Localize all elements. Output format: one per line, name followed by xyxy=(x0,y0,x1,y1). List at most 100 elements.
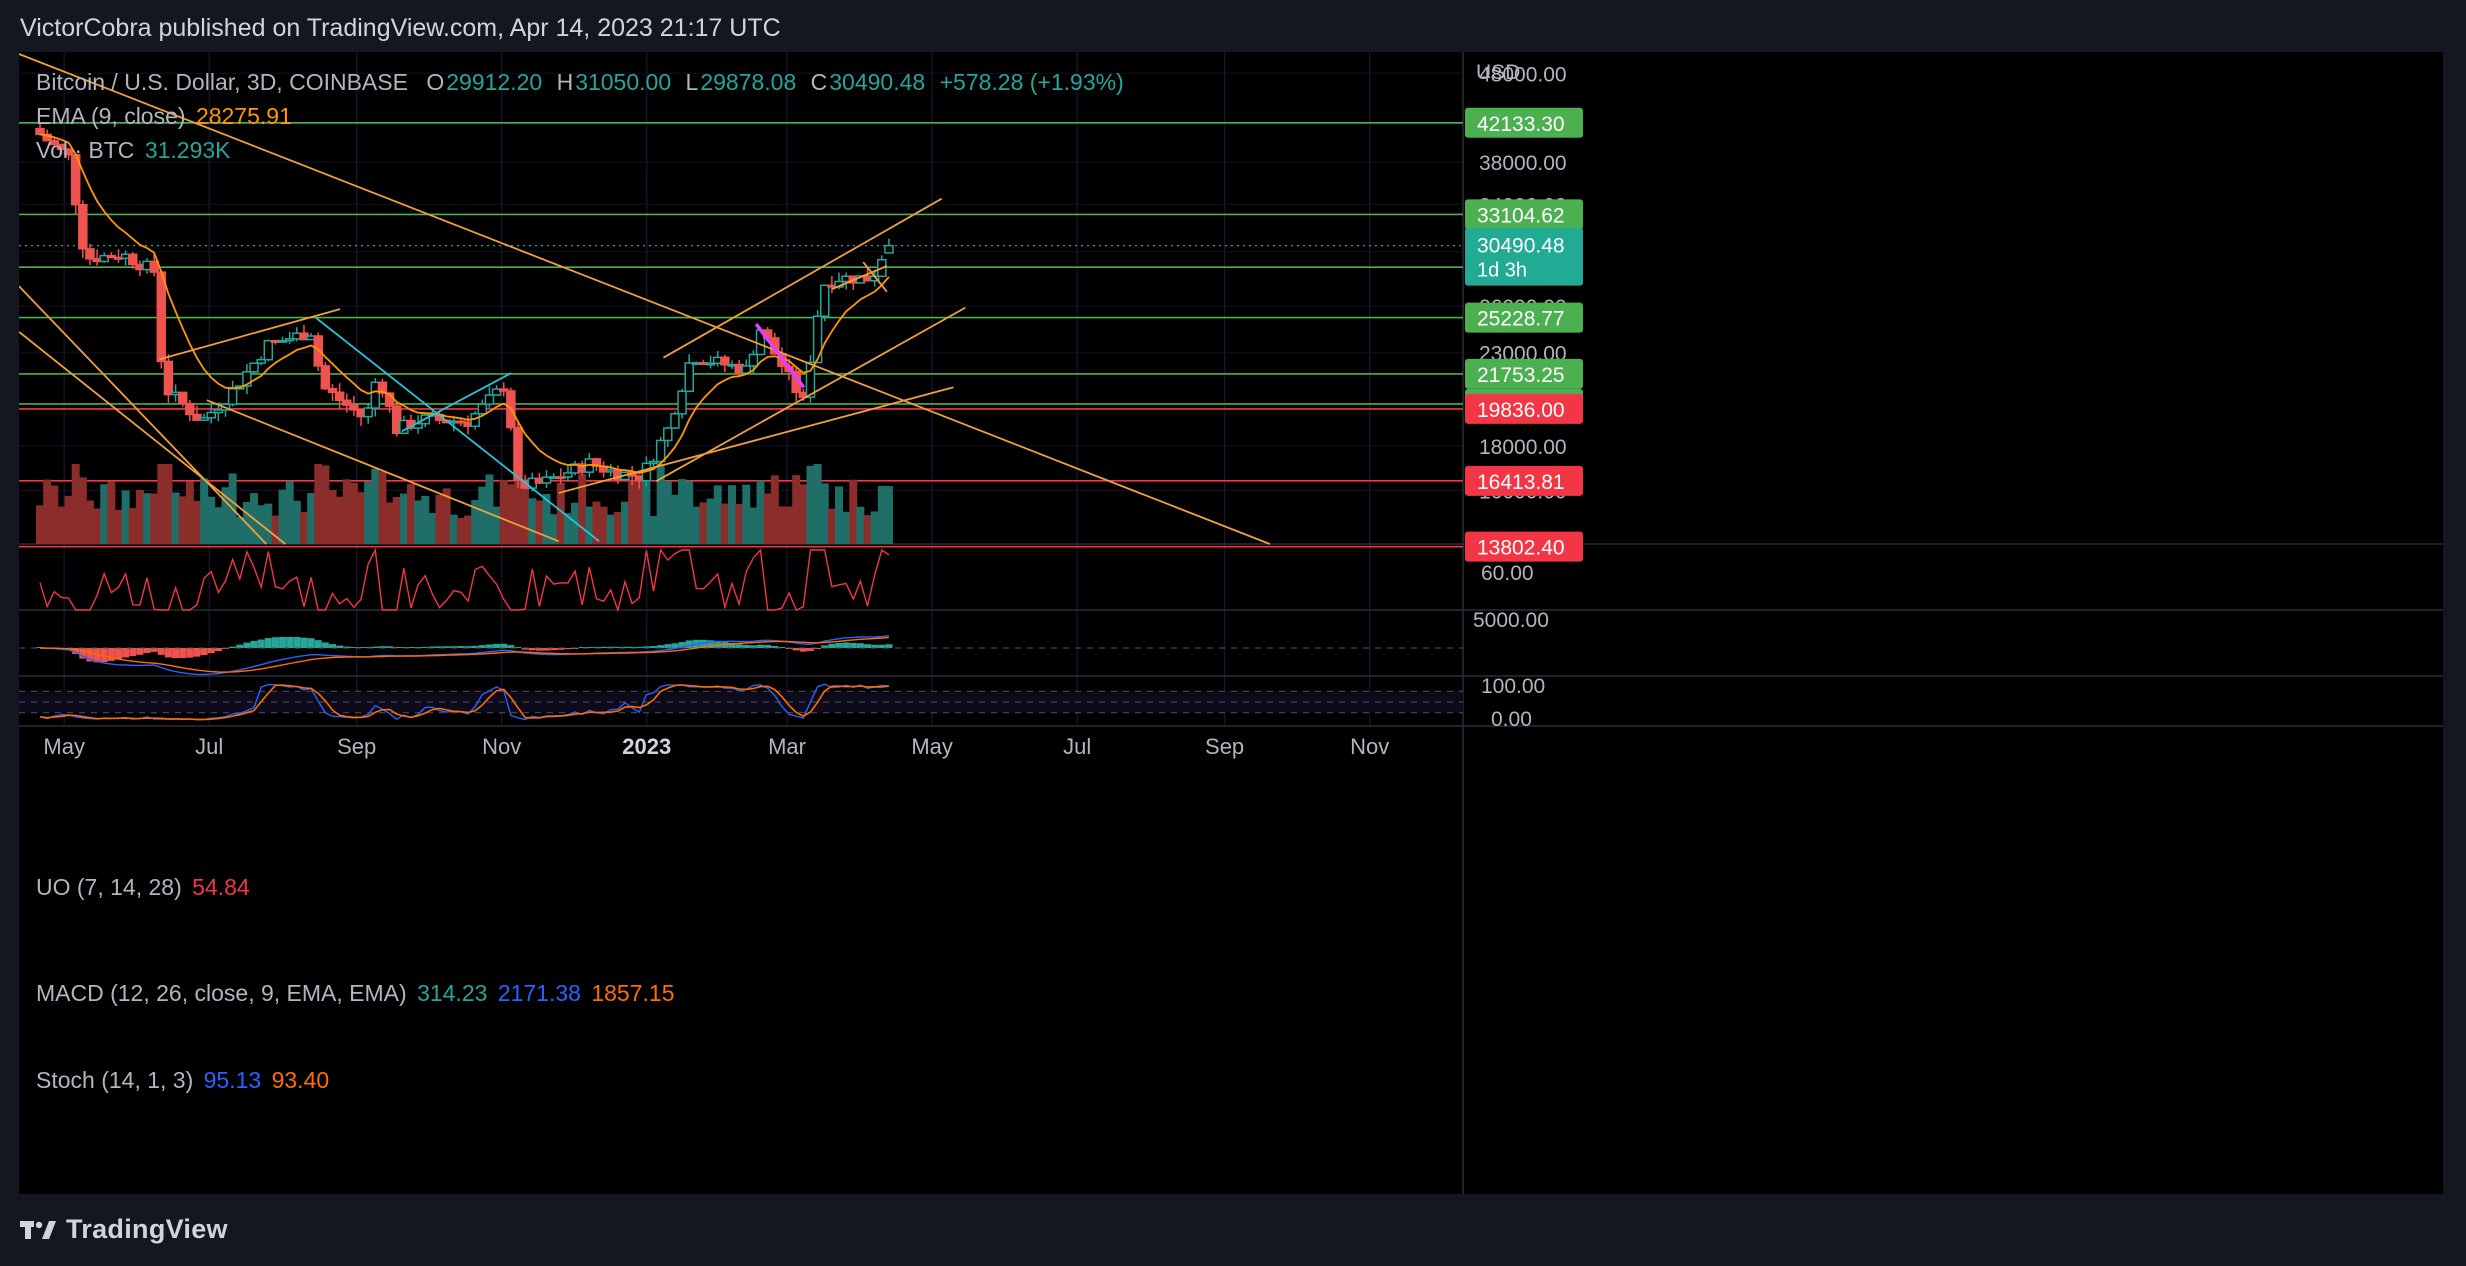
macd-histogram-bar xyxy=(821,645,829,648)
footer: TradingView xyxy=(0,1196,2466,1266)
volume-bar xyxy=(71,464,80,544)
macd-histogram-bar xyxy=(243,642,251,648)
candle-body xyxy=(498,388,509,392)
macd-histogram-bar xyxy=(336,645,344,648)
price-level-badge xyxy=(1465,531,1583,562)
macd-histogram-bar xyxy=(279,636,287,648)
macd-signal-line xyxy=(39,636,889,673)
volume-bar xyxy=(107,481,116,544)
stoch-label: Stoch (14, 1, 3) xyxy=(36,1067,194,1093)
volume-bar xyxy=(64,495,73,544)
macd-histogram-bar xyxy=(828,643,836,648)
macd-histogram-bar xyxy=(650,646,658,648)
macd-histogram-bar xyxy=(535,648,543,651)
candle-body xyxy=(413,422,423,429)
time-tick-label: Jul xyxy=(1063,734,1091,759)
macd-histogram-bar xyxy=(236,644,244,648)
candle-body xyxy=(541,476,552,484)
volume-bar xyxy=(863,515,872,544)
macd-histogram-bar xyxy=(607,646,615,648)
uo-label: UO (7, 14, 28) xyxy=(36,874,182,900)
volume-bar xyxy=(685,481,694,544)
macd-histogram-bar xyxy=(428,646,436,648)
price-level-badge-text: 33104.62 xyxy=(1477,204,1565,227)
price-axis-group: USD48000.0042000.0038000.0034000.0030000… xyxy=(1465,61,1583,731)
volume-bar xyxy=(114,509,123,544)
macd-histogram-bar xyxy=(792,648,800,651)
chart-svg[interactable]: USD48000.0042000.0038000.0034000.0030000… xyxy=(19,52,2443,1194)
trendline xyxy=(19,53,1271,545)
volume-bar xyxy=(756,480,765,544)
macd-histogram-bar xyxy=(871,644,879,648)
candle-body xyxy=(249,362,259,373)
stoch-group xyxy=(19,683,1463,721)
volume-group xyxy=(36,464,893,544)
candle-body xyxy=(819,284,830,317)
tradingview-logo[interactable]: TradingView xyxy=(20,1214,228,1245)
tradingview-logo-icon xyxy=(20,1220,56,1239)
price-tick-label: 18000.00 xyxy=(1479,436,1567,459)
volume-bar xyxy=(478,486,487,544)
candle-body xyxy=(284,338,295,342)
time-tick-label: Mar xyxy=(768,734,806,759)
candle-body xyxy=(484,394,495,405)
macd-histogram-bar xyxy=(136,648,144,655)
volume-bar xyxy=(150,493,159,544)
volume-bar xyxy=(435,494,444,544)
volume-bar xyxy=(449,514,458,544)
macd-tick-label: 5000.00 xyxy=(1473,609,1549,632)
volume-bar xyxy=(485,474,494,544)
volume-bar xyxy=(285,481,294,544)
macd-histogram-bar xyxy=(778,647,786,648)
volume-bar xyxy=(528,498,537,544)
macd-histogram-bar xyxy=(578,647,586,648)
time-tick-label: Sep xyxy=(337,734,376,759)
macd-histogram-bar xyxy=(835,642,843,648)
volume-bar xyxy=(328,489,337,544)
macd-histogram-bar xyxy=(493,643,501,648)
volume-bar xyxy=(292,500,301,544)
volume-bar xyxy=(506,484,515,544)
volume-bar xyxy=(499,479,508,544)
macd-histogram-bar xyxy=(222,648,230,650)
countdown-text: 1d 3h xyxy=(1477,260,1527,282)
macd-histogram-bar xyxy=(229,646,237,648)
candle-body xyxy=(163,360,174,396)
volume-bar xyxy=(264,503,273,544)
macd-group xyxy=(19,635,1463,676)
volume-bar xyxy=(713,485,722,544)
high-label: H xyxy=(556,69,574,95)
volume-bar xyxy=(421,495,430,544)
time-tick-label: Nov xyxy=(1350,734,1389,759)
volume-bar xyxy=(214,507,223,544)
legend-volume-row: Vol · BTC 31.293K xyxy=(36,137,231,164)
volume-bar xyxy=(121,490,130,544)
volume-bar xyxy=(513,464,522,544)
volume-bar xyxy=(385,502,394,544)
macd-histogram-bar xyxy=(436,646,444,648)
volume-bar xyxy=(100,484,109,544)
volume-bar xyxy=(85,500,94,544)
candle-body xyxy=(78,203,88,250)
macd-histogram-bar xyxy=(257,639,265,648)
macd-signal-value: 1857.15 xyxy=(591,980,675,1006)
ohlc-values: O29912.20 H31050.00 L29878.08 C30490.48 … xyxy=(426,69,1123,95)
macd-histogram-bar xyxy=(122,648,130,658)
volume-bar xyxy=(492,506,501,544)
volume-bar xyxy=(406,484,415,544)
volume-bar xyxy=(314,464,323,544)
macd-histogram-bar xyxy=(214,648,222,652)
chart-area[interactable]: USD48000.0042000.0038000.0034000.0030000… xyxy=(19,52,2443,1194)
candle-body xyxy=(42,133,52,142)
volume-bar xyxy=(620,501,629,544)
volume-bar xyxy=(128,507,137,544)
volume-bar xyxy=(827,508,836,544)
currency-label: USD xyxy=(1476,61,1520,84)
macd-histogram-bar xyxy=(79,648,87,659)
trendline xyxy=(19,285,267,545)
volume-bar xyxy=(207,496,216,544)
high-value: 31050.00 xyxy=(575,69,672,95)
candle-body xyxy=(256,358,266,364)
macd-histogram-bar xyxy=(592,646,600,648)
volume-bar xyxy=(670,494,679,544)
